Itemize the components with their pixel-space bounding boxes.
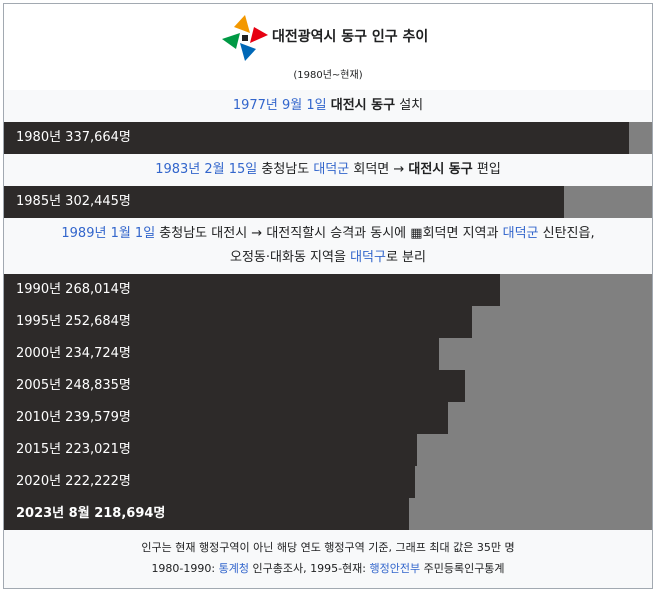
bar-fill — [4, 498, 409, 530]
bar-label: 2000년 234,724명 — [16, 346, 131, 361]
bar-row: 2020년 222,222명 — [4, 466, 652, 498]
bar-row: 1985년 302,445명 — [4, 186, 652, 218]
link-daedeok-gu[interactable]: 대덕구 — [350, 250, 386, 265]
bar-fill — [4, 434, 417, 466]
event-1977: 1977년 9월 1일 대전시 동구 설치 — [4, 90, 652, 122]
bar-label: 1980년 337,664명 — [16, 130, 131, 145]
bar-row: 2010년 239,579명 — [4, 402, 652, 434]
bar-row: 2015년 223,021명 — [4, 434, 652, 466]
bar-fill — [4, 122, 629, 154]
event-bold-1983: 대전시 동구 — [408, 162, 473, 177]
event-1983: 1983년 2월 15일 충청남도 대덕군 회덕면 → 대전시 동구 편입 — [4, 154, 652, 186]
bar-fill — [4, 186, 564, 218]
bar-fill — [4, 402, 448, 434]
bar-label: 1985년 302,445명 — [16, 194, 131, 209]
event-1989: 1989년 1월 1일 충청남도 대전시 → 대전직할시 승격과 동시에 ▦회덕… — [4, 220, 652, 274]
page-title: 대전광역시 동구 인구 추이 — [272, 29, 429, 45]
bar-fill — [4, 466, 415, 498]
link-ministry-interior[interactable]: 행정안전부 — [369, 562, 421, 575]
bar-fill — [4, 338, 439, 370]
link-daedeok-gun-1983[interactable]: 대덕군 — [313, 162, 350, 177]
bar-row: 1990년 268,014명 — [4, 274, 652, 306]
bar-row: 1995년 252,684명 — [4, 306, 652, 338]
link-daedeok-gun-1989[interactable]: 대덕군 — [502, 226, 539, 241]
footer-sources: 1980-1990: 통계청 인구총조사, 1995-현재: 행정안전부 주민등… — [151, 562, 505, 575]
bar-row: 1980년 337,664명 — [4, 122, 652, 154]
bar-row: 2023년 8월 218,694명 — [4, 498, 652, 530]
event-bold-1977: 대전시 동구 — [330, 98, 396, 113]
bar-label: 2023년 8월 218,694명 — [16, 506, 166, 521]
date-link-1977[interactable]: 1977년 9월 1일 — [232, 98, 327, 113]
bar-label: 1990년 268,014명 — [16, 282, 131, 297]
date-link-1989[interactable]: 1989년 1월 1일 — [61, 226, 156, 241]
bar-label: 2020년 222,222명 — [16, 474, 131, 489]
page-subtitle: (1980년~현재) — [293, 70, 363, 81]
footer-note: 인구는 현재 행정구역이 아닌 해당 연도 행정구역 기준, 그래프 최대 값은… — [141, 541, 515, 554]
daejeon-dong-gu-logo-icon — [222, 15, 268, 61]
infobox-header: 대전광역시 동구 인구 추이 (1980년~현재) — [4, 4, 652, 90]
bar-label: 2005년 248,835명 — [16, 378, 131, 393]
bar-label: 1995년 252,684명 — [16, 314, 131, 329]
bar-fill — [4, 370, 465, 402]
bar-fill — [4, 274, 500, 306]
bar-fill — [4, 306, 472, 338]
bar-label: 2015년 223,021명 — [16, 442, 131, 457]
bar-label: 2010년 239,579명 — [16, 410, 131, 425]
date-link-1983[interactable]: 1983년 2월 15일 — [155, 162, 258, 177]
bar-row: 2000년 234,724명 — [4, 338, 652, 370]
bar-row: 2005년 248,835명 — [4, 370, 652, 402]
population-infobox: 대전광역시 동구 인구 추이 (1980년~현재) 1977년 9월 1일 대전… — [3, 3, 653, 589]
link-statistics-korea[interactable]: 통계청 — [218, 562, 249, 575]
hoedeok-icon: ▦ — [410, 226, 423, 241]
